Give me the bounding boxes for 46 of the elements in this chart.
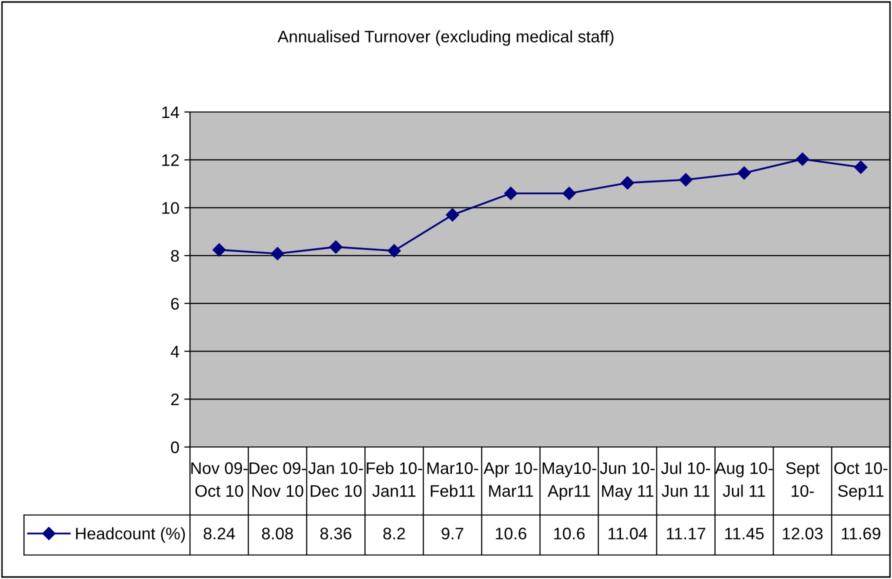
point [679,173,692,186]
y-tick-label: 2 [171,394,179,406]
y-tick-label: 6 [171,298,179,310]
data-label: 11.45 [725,528,764,540]
data-label: 8.08 [262,528,293,540]
point [446,208,460,222]
y-tick-label: 10 [162,202,179,214]
x-tick-label: Sept 10- [786,462,820,497]
legend-label: Headcount (%) [76,527,185,543]
point [212,243,226,256]
x-tick-label: May10- Apr11 [542,462,596,500]
point [620,176,634,190]
y-tick-label: 8 [171,250,179,262]
point [854,160,868,174]
point [738,166,751,180]
data-label: 12.03 [782,528,823,540]
x-tick-label: Apr 10- Mar11 [484,462,538,497]
x-tick-label: Aug 10- Jul 11 [715,462,773,497]
point [562,186,576,200]
data-label: 11.04 [608,528,648,540]
chart-title: Annualised Turnover (excluding medical staff) [278,30,614,46]
x-tick-label: Feb 10- Jan11 [366,462,422,497]
data-label: 11.69 [842,528,880,540]
x-tick-label: Jun 10- May 11 [600,462,655,500]
point [504,186,518,200]
point [796,152,810,166]
x-tick-label: Oct 10- Sep11 [834,462,888,500]
data-label: 11.17 [666,528,706,540]
point [329,240,342,254]
y-tick-label: 12 [162,154,179,166]
y-tick-label: 4 [170,346,180,358]
point [388,244,401,258]
y-tick-label: 0 [170,441,179,454]
x-tick-label: Dec 09- Nov 10 [250,462,306,497]
x-tick-label: Jan 10- Dec 10 [308,462,363,497]
y-tick-label: 14 [162,106,180,118]
data-label: 8.24 [204,528,235,540]
data-label: 10.6 [554,528,585,540]
x-tick-label: Jul 10- Jun 11 [661,462,710,497]
data-label: 8.2 [383,528,405,540]
x-tick-label: Nov 09- Oct 10 [191,462,248,497]
point [270,247,284,260]
x-tick-label: Mar10- Feb11 [427,462,478,497]
data-label: 9.7 [442,528,464,540]
data-label: 10.6 [496,528,526,540]
data-label: 8.36 [320,528,352,540]
